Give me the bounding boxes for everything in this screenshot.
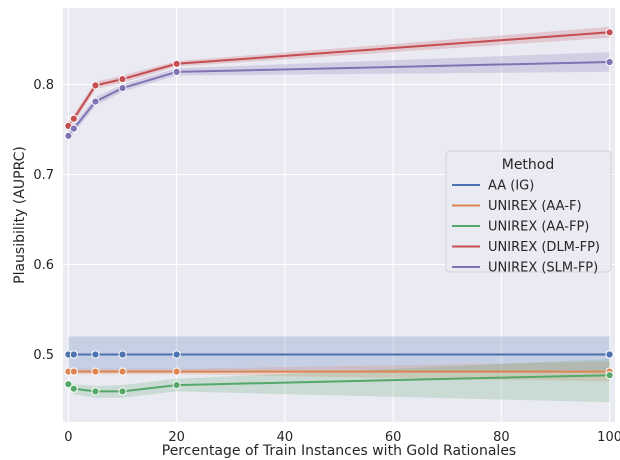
y-tick-label: 0.7 [33, 168, 54, 183]
point-unirex-aa-f [69, 367, 78, 376]
point-unirex-slm-fp [91, 97, 100, 106]
point-aa-ig [118, 350, 127, 359]
point-unirex-dlm-fp [605, 28, 614, 37]
point-unirex-aa-fp [172, 381, 181, 390]
x-axis-ticks: 0 20 40 60 80 100 [64, 430, 620, 445]
x-tick-label: 0 [64, 430, 72, 445]
band-unirex-dlm-fp [68, 26, 610, 131]
band-unirex-slm-fp [68, 52, 610, 141]
point-unirex-slm-fp [172, 67, 181, 77]
x-tick-label: 100 [597, 430, 620, 445]
point-unirex-aa-fp [605, 371, 614, 380]
point-unirex-dlm-fp [91, 81, 100, 90]
series-points [64, 28, 614, 396]
point-unirex-aa-fp [64, 380, 73, 389]
point-unirex-dlm-fp [172, 59, 181, 68]
legend-box [445, 150, 612, 273]
legend-label: UNIREX (AA-FP) [488, 220, 589, 235]
legend-items: AA (IG) UNIREX (AA-F) UNIREX (AA-FP) UNIREX… [452, 179, 600, 276]
point-aa-ig [91, 350, 100, 359]
x-tick-label: 80 [493, 430, 510, 445]
y-tick-label: 0.5 [33, 348, 54, 363]
legend-label: UNIREX (AA-F) [488, 199, 582, 214]
legend-title: Method [502, 157, 555, 173]
y-axis-ticks: 0.5 0.6 0.7 0.8 [33, 78, 54, 363]
point-unirex-aa-fp [91, 387, 100, 396]
point-aa-ig [69, 350, 78, 359]
legend-label: UNIREX (SLM-FP) [488, 261, 598, 276]
legend: Method AA (IG) UNIREX (AA-F) UNIREX (AA-FP… [445, 150, 612, 276]
point-unirex-dlm-fp [69, 114, 78, 123]
legend-label: UNIREX (DLM-FP) [488, 240, 600, 255]
point-unirex-dlm-fp [118, 75, 127, 84]
legend-label: AA (IG) [488, 179, 534, 194]
x-tick-label: 20 [168, 430, 185, 445]
y-tick-label: 0.6 [33, 258, 54, 273]
point-aa-ig [172, 350, 181, 359]
x-axis-label: Percentage of Train Instances with Gold … [162, 443, 516, 459]
y-axis-label: Plausibility (AUPRC) [12, 146, 28, 284]
point-unirex-aa-f [118, 367, 127, 376]
point-unirex-slm-fp [64, 131, 73, 140]
point-unirex-aa-fp [118, 387, 127, 396]
point-unirex-aa-f [172, 367, 181, 376]
point-unirex-slm-fp [69, 124, 78, 133]
y-tick-label: 0.8 [33, 78, 54, 93]
point-unirex-slm-fp [118, 84, 127, 93]
x-tick-label: 40 [277, 430, 294, 445]
point-unirex-aa-fp [69, 384, 78, 393]
point-unirex-aa-f [91, 367, 100, 376]
x-tick-label: 60 [385, 430, 402, 445]
point-unirex-slm-fp [605, 57, 614, 67]
point-aa-ig [605, 350, 614, 359]
